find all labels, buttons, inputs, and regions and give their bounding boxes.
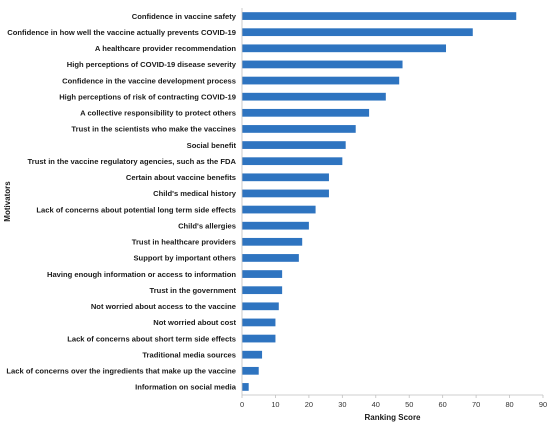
category-label: Certain about vaccine benefits (126, 173, 236, 182)
bar (242, 318, 276, 327)
bar (242, 383, 249, 391)
category-label: Lack of concerns about short term side e… (67, 334, 236, 343)
category-label: Lack of concerns about potential long te… (36, 205, 236, 214)
bar (242, 366, 259, 375)
category-labels: Confidence in vaccine safety Confidence i… (6, 12, 236, 392)
category-label: A collective responsibility to protect o… (80, 109, 236, 118)
bar (242, 12, 517, 20)
bars (242, 12, 517, 391)
x-tick-label: 50 (405, 400, 413, 409)
category-label: Not worried about cost (153, 318, 236, 327)
bar (242, 334, 276, 343)
category-label: Trust in the government (150, 286, 237, 295)
bar (242, 60, 403, 69)
category-label: Trust in the scientists who make the vac… (71, 125, 236, 134)
category-label: High perceptions of COVID-19 disease sev… (67, 60, 237, 69)
bar (242, 270, 283, 278)
bar (242, 76, 400, 85)
bar (242, 254, 299, 262)
x-tick-label: 60 (439, 400, 447, 409)
bar (242, 141, 346, 149)
x-tick-label: 30 (338, 400, 346, 409)
bar (242, 157, 343, 166)
bar (242, 125, 356, 133)
bar (242, 44, 447, 53)
y-axis-title: Motivators (3, 181, 12, 222)
category-label: Traditional media sources (142, 350, 236, 359)
category-label: Not worried about access to the vaccine (91, 302, 236, 311)
bar (242, 237, 303, 246)
x-tick-label: 0 (240, 400, 244, 409)
category-label: Child's medical history (153, 189, 237, 198)
category-label: High perceptions of risk of contracting … (59, 92, 236, 101)
x-tick-label: 20 (305, 400, 313, 409)
category-label: Social benefit (187, 141, 237, 150)
bar (242, 286, 283, 295)
x-tick-label: 40 (372, 400, 380, 409)
category-label: Having enough information or access to i… (47, 270, 236, 279)
bar (242, 28, 473, 37)
bar (242, 205, 316, 214)
bar (242, 92, 386, 101)
category-label: Confidence in vaccine safety (132, 12, 237, 21)
category-label: Child's allergies (178, 221, 236, 230)
category-label: Trust in healthcare providers (132, 238, 236, 247)
bar (242, 302, 279, 311)
x-tick-label: 80 (505, 400, 513, 409)
x-tick-label: 70 (472, 400, 480, 409)
bar (242, 221, 309, 230)
category-label: Confidence in the vaccine development pr… (62, 76, 236, 85)
x-ticks: 0 10 20 30 40 50 60 70 80 90 (240, 395, 547, 409)
bar (242, 350, 263, 359)
category-label: Information on social media (135, 383, 237, 392)
bar (242, 189, 329, 198)
category-label: Support by important others (133, 254, 236, 263)
category-label: Lack of concerns over the ingredients th… (6, 367, 236, 376)
bar (242, 108, 370, 117)
category-label: Confidence in how well the vaccine actua… (7, 28, 236, 37)
category-label: Trust in the vaccine regulatory agencies… (28, 157, 237, 166)
bar (242, 173, 329, 182)
x-axis-title: Ranking Score (364, 413, 421, 422)
x-tick-label: 90 (539, 400, 547, 409)
category-label: A healthcare provider recommendation (95, 44, 236, 53)
x-tick-label: 10 (271, 400, 279, 409)
